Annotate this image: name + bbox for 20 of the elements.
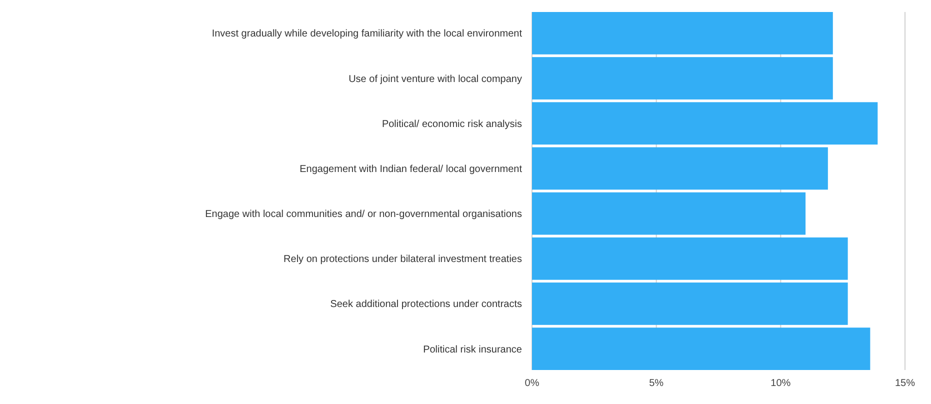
bar: [532, 282, 848, 325]
y-tick-label: Seek additional protections under contracts: [330, 299, 522, 310]
y-tick-label: Invest gradually while developing familiarity with the local environment: [212, 28, 522, 40]
bar: [532, 147, 828, 190]
x-tick-label: 0%: [524, 378, 540, 389]
y-tick-label: Political/ economic risk analysis: [382, 118, 522, 130]
y-tick-label: Use of joint venture with local company: [348, 74, 522, 85]
y-tick-label: Rely on protections under bilateral investment treaties: [284, 254, 522, 266]
bar: [532, 192, 806, 235]
y-tick-label: Engage with local communities and/ or non-governmental organisations: [205, 209, 522, 220]
y-tick-label: Political risk insurance: [423, 344, 522, 356]
bar: [532, 237, 848, 280]
x-tick-label: 5%: [649, 378, 664, 389]
x-tick-label: 15%: [894, 378, 916, 389]
bar: [532, 12, 833, 54]
bar: [532, 328, 870, 370]
x-tick-label: 10%: [770, 378, 791, 389]
bar: [532, 57, 833, 100]
y-tick-label: Engagement with Indian federal/ local government: [300, 164, 522, 175]
bar: [532, 102, 878, 145]
